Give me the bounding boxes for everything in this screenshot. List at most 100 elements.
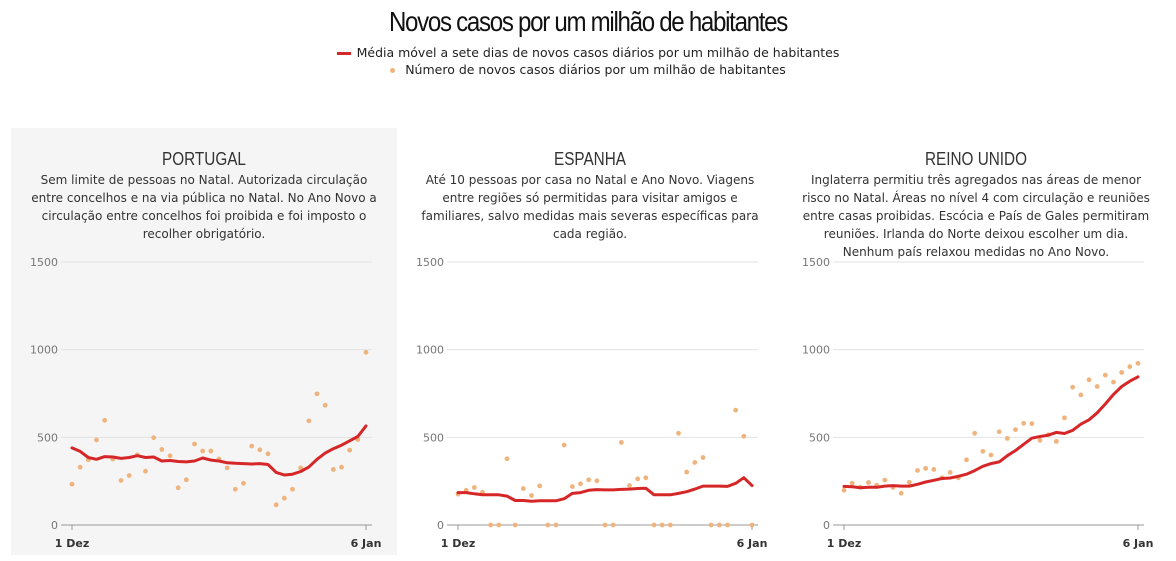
data-point — [208, 448, 214, 454]
data-point — [627, 483, 632, 488]
data-point — [339, 464, 344, 470]
data-point — [1062, 415, 1067, 421]
panel-description: Inglaterra permitiu três agregados nas á… — [802, 173, 1150, 259]
chart-espanha: 0 500 1000 1500 1 Dez 6 Jan — [416, 256, 767, 550]
data-point — [69, 481, 75, 487]
chart-reino-unido: 0 500 1000 1500 1 Dez 6 Jan — [802, 256, 1154, 550]
data-point — [94, 437, 99, 443]
x-tick-label: 1 Dez — [441, 537, 475, 550]
data-point — [537, 483, 543, 489]
data-point — [143, 468, 148, 474]
data-point — [594, 478, 600, 484]
data-point — [996, 429, 1002, 435]
panel-title: REINO UNIDO — [924, 149, 1027, 169]
x-tick-label: 6 Jan — [351, 537, 382, 550]
data-point — [725, 522, 730, 528]
data-point — [659, 522, 665, 528]
x-tick-label: 6 Jan — [1123, 537, 1154, 550]
data-point — [520, 486, 526, 491]
chart-portugal: 0 500 1000 1500 1 Dez 6 Jan — [30, 256, 382, 550]
data-point — [290, 486, 295, 492]
panel-reino-unido: 0 500 1000 1500 1 Dez 6 Jan REINO UNIDO Ingla… — [783, 128, 1169, 555]
data-point — [569, 484, 575, 490]
data-point — [561, 442, 567, 448]
data-point — [988, 452, 994, 458]
data-point — [1021, 420, 1027, 426]
data-point — [322, 402, 328, 408]
data-point — [265, 451, 271, 457]
data-point — [347, 447, 353, 453]
data-point — [602, 522, 608, 528]
data-point — [257, 447, 263, 453]
chart-title: Novos casos por um milhão de habitantes — [388, 6, 788, 37]
data-point — [224, 465, 230, 471]
data-point — [947, 470, 953, 475]
data-point — [906, 479, 912, 485]
panel-description: Até 10 pessoas por casa no Natal e Ano N… — [421, 173, 759, 241]
y-tick-label: 0 — [823, 519, 830, 532]
data-point — [1111, 379, 1116, 385]
data-point — [249, 443, 255, 449]
legend-item-dots: Número de novos casos diários por um mil… — [0, 62, 1176, 77]
data-point — [586, 477, 592, 483]
y-tick-label: 1500 — [416, 256, 444, 269]
data-point — [167, 453, 173, 459]
data-point — [980, 448, 986, 454]
data-point — [849, 480, 855, 486]
data-point — [192, 441, 197, 447]
data-point — [496, 522, 502, 528]
legend-dot-swatch — [390, 68, 396, 73]
data-point — [77, 464, 83, 470]
data-point — [330, 467, 336, 472]
data-point — [972, 430, 978, 436]
data-point — [1127, 364, 1133, 370]
data-point — [882, 477, 888, 483]
data-point — [1070, 384, 1076, 390]
data-point — [1102, 372, 1108, 378]
legend-dots-label: Número de novos casos diários por um mil… — [405, 62, 786, 77]
data-point — [635, 476, 641, 482]
data-point — [749, 522, 755, 528]
data-point — [733, 407, 739, 413]
x-tick-label: 1 Dez — [55, 537, 89, 550]
data-point — [471, 485, 477, 490]
data-point — [610, 522, 616, 528]
data-point — [1004, 435, 1010, 441]
data-point — [708, 522, 714, 528]
data-point — [512, 522, 518, 528]
y-tick-label: 500 — [809, 431, 830, 444]
data-point — [298, 465, 304, 471]
data-point — [1053, 438, 1059, 444]
data-point — [314, 391, 320, 397]
data-point — [200, 448, 206, 454]
data-point — [151, 435, 157, 441]
data-point — [306, 418, 312, 424]
data-point — [667, 522, 673, 528]
x-tick-label: 1 Dez — [827, 537, 861, 550]
data-point — [676, 430, 681, 436]
panel-title: ESPANHA — [553, 149, 626, 169]
moving-average-line — [456, 476, 754, 503]
data-point — [175, 485, 181, 491]
legend-line-swatch — [336, 52, 351, 55]
data-point — [898, 490, 904, 496]
data-point — [1078, 392, 1084, 398]
y-tick-label: 0 — [437, 519, 444, 532]
data-point — [281, 495, 287, 501]
data-point — [363, 349, 369, 355]
data-point — [102, 417, 108, 423]
legend-line-label: Média móvel a sete dias de novos casos d… — [356, 45, 840, 60]
y-tick-label: 1500 — [30, 256, 58, 269]
data-point — [741, 433, 747, 439]
data-point — [841, 487, 847, 493]
data-point — [126, 473, 132, 478]
data-point — [866, 480, 871, 485]
data-point — [529, 493, 534, 498]
y-tick-label: 500 — [423, 431, 444, 444]
y-tick-label: 0 — [51, 519, 58, 532]
data-point — [700, 455, 706, 460]
data-point — [118, 478, 124, 483]
data-point — [684, 469, 690, 475]
data-point — [241, 480, 246, 486]
data-point — [915, 468, 920, 473]
